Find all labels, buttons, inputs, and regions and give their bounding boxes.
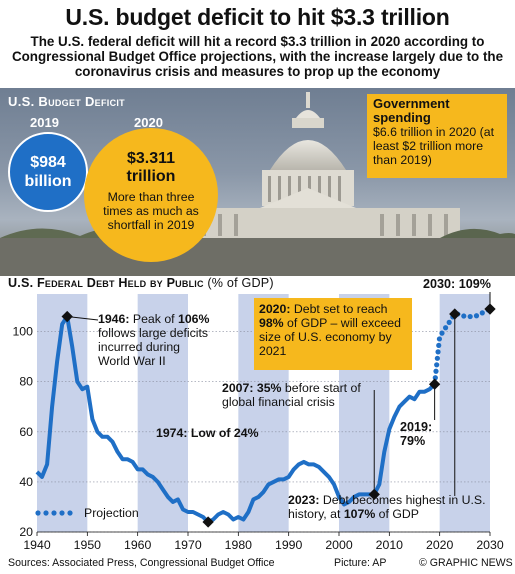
y-axis-ticks: 20 40 60 80 100 [12,325,33,539]
deficit-2019-value: $984 billion [24,154,72,190]
page-subtitle: The U.S. federal deficit will hit a reco… [11,34,504,79]
y-tick-label-60: 60 [19,425,33,439]
x-tick-label-1980: 1980 [225,538,253,552]
projection-dot-1 [432,375,438,381]
x-tick-label-1940: 1940 [23,538,51,552]
x-tick-label-2000: 2000 [325,538,353,552]
marker-2007 [368,488,380,501]
annotation-1946: 1946: Peak of 106% follows large deficit… [98,312,210,368]
projection-dots-icon [35,510,73,516]
annotation-2007-bold: 2007: 35% [222,381,282,395]
projection-dot-14 [467,313,473,320]
projection-dot-4 [434,355,440,361]
y-tick-label-100: 100 [12,325,33,339]
annotation-2023-text1: Debt becomes highest in U.S. history, at [288,493,486,521]
decade-bands [37,294,490,532]
annotation-2019-value: 79% [400,434,426,448]
picture-credit: Picture: AP [334,557,387,569]
x-tick-label-2010: 2010 [376,538,404,552]
chart-heading: U.S. Federal Debt Held by Public (% of G… [8,276,274,290]
annotation-leaders [67,292,491,496]
series-line-actual [35,314,437,524]
annotation-2023-year: 2023: [288,493,320,507]
projection-dot-15 [473,313,480,319]
government-spending-heading: Government spending [373,96,450,125]
decade-band-2020 [439,294,490,532]
projection-dot-5 [435,349,441,355]
annotation-2023-value: 107% [343,507,376,521]
projection-dot-2 [433,368,439,374]
annotation-1946-text2: follows large deficits incurred during W… [98,326,209,368]
annotation-2020-text1: Debt set to reach [290,302,388,316]
projection-dot-3 [434,362,440,368]
deficit-heading: U.S. Budget Deficit [8,94,125,109]
annotation-2019: 2019: 79% [400,420,432,448]
y-tick-label-40: 40 [19,475,33,489]
brand-credit: © GRAPHIC NEWS [419,557,513,569]
projection-dot-13 [461,313,467,319]
annotation-2007: 2007: 35% before start of global financi… [222,381,384,409]
legend-projection-label: Projection [84,506,139,520]
sources: Sources: Associated Press, Congressional… [8,557,275,569]
page-title: U.S. budget deficit to hit $3.3 trillion [65,4,450,30]
series-line-projection [432,307,491,387]
chart-unit: (% of GDP) [207,276,274,290]
government-spending-box: Government spending $6.6 trillion in 202… [367,94,507,178]
y-tick-label-20: 20 [19,525,33,539]
annotation-2007-text: before start of global financial crisis [222,381,361,409]
year-2020-label: 2020 [134,115,163,130]
x-tick-label-2020: 2020 [426,538,454,552]
annotation-1974-value: 24% [233,426,259,440]
annotation-2023: 2023: Debt becomes highest in U.S. histo… [288,493,488,521]
projection-dot-10 [446,319,452,325]
government-spending-text: $6.6 trillion in 2020 (at least $2 trill… [373,125,494,167]
projection-dot-7 [436,336,443,342]
deficit-2019-circle: $984 billion [8,132,88,212]
annotation-2020-box: 2020: Debt set to reach 98% of GDP – wil… [254,298,412,370]
marker-1974 [202,516,214,528]
x-tick-label-2030: 2030 [476,538,504,552]
debt-line-chart: 20 40 60 80 100 1940 1950 1960 1970 1980 1990 2000… [12,292,504,552]
annotation-1946-value: 106% [178,312,210,326]
annotation-2020-year: 2020: [259,302,291,316]
projection-dot-6 [436,342,442,349]
deficit-2020-note: More than three times as much as shortfa… [103,190,199,232]
deficit-2020-circle: $3.311 trillion More than three times as… [84,128,218,262]
projection-dot-9 [442,325,449,331]
annotation-2030: 2030: 109% [423,277,491,291]
projection-dot-8 [439,330,445,336]
year-2019-label: 2019 [30,115,59,130]
x-tick-label-1950: 1950 [74,538,102,552]
annotation-1946-text1: Peak of [129,312,178,326]
projection-dot-16 [479,310,485,316]
chart-heading-text: U.S. Federal Debt Held by Public [8,276,204,290]
annotation-1946-year: 1946: [98,312,130,326]
annotation-2020-text2: of GDP – will exceed size of U.S. econom… [259,316,401,358]
annotation-2020-value: 98% [259,316,284,330]
annotation-2023-text2: of GDP [375,507,420,521]
leader-1946 [67,316,99,321]
annotation-2019-year: 2019: [400,420,433,434]
deficit-2020-value: $3.311 trillion [126,150,176,185]
x-tick-label-1960: 1960 [124,538,152,552]
annotation-1974: 1974: Low of 24% [156,426,259,440]
annotation-1974-text: 1974: Low of [156,426,234,440]
x-tick-label-1970: 1970 [174,538,202,552]
y-tick-label-80: 80 [19,375,33,389]
x-tick-label-1990: 1990 [275,538,303,552]
chart-legend: Projection [34,506,139,520]
x-axis-ticks: 1940 1950 1960 1970 1980 1990 2000 2010 2020 2030 [23,531,504,552]
